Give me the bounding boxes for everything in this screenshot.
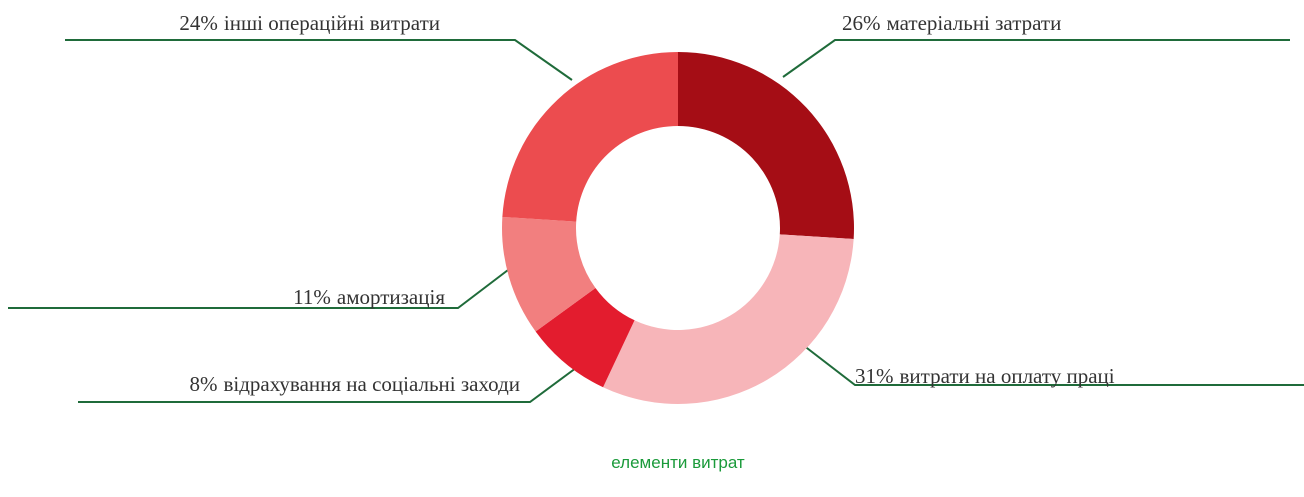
- category-label: матеріальні затрати: [887, 11, 1062, 35]
- category-label: витрати на оплату праці: [900, 364, 1115, 388]
- slice-label: 26% матеріальні затрати: [842, 11, 1061, 35]
- slice: [535, 287, 635, 388]
- leader-line: [782, 39, 1290, 78]
- value-label: 24%: [179, 11, 218, 35]
- slice-label: 24% інші операційні витрати: [179, 11, 440, 35]
- leader-line: [802, 344, 1304, 386]
- leader-lines: [8, 39, 1304, 403]
- slice: [603, 234, 854, 404]
- leader-line: [8, 269, 509, 309]
- category-label: інші операційні витрати: [224, 11, 440, 35]
- caption: елементи витрат: [611, 453, 745, 472]
- value-label: 26%: [842, 11, 881, 35]
- slice: [678, 52, 854, 240]
- slice: [502, 216, 596, 332]
- slice-label: 31% витрати на оплату праці: [855, 364, 1115, 388]
- value-label: 11%: [293, 285, 331, 309]
- category-label: амортизація: [337, 285, 445, 309]
- value-label: 8%: [189, 372, 217, 396]
- slice-label: 8% відрахування на соціальні заходи: [189, 372, 520, 396]
- slice-label: 11% амортизація: [293, 285, 445, 309]
- slice: [502, 51, 678, 222]
- value-label: 31%: [855, 364, 894, 388]
- leader-line: [65, 39, 573, 81]
- leader-line: [78, 364, 581, 403]
- category-label: відрахування на соціальні заходи: [223, 372, 520, 396]
